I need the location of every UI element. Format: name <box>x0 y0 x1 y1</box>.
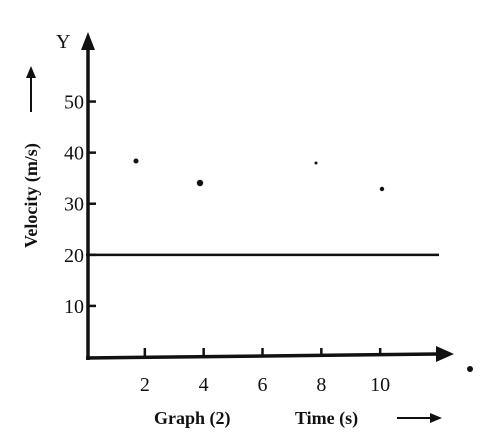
y-axis-label: Velocity (m/s) <box>21 143 42 248</box>
x-axis-arrowhead <box>436 346 454 362</box>
graph-caption: Graph (2) <box>154 408 231 429</box>
x-tick-label: 10 <box>370 374 390 396</box>
x-axis-label: Time (s) <box>295 408 358 429</box>
scan-speck <box>196 179 204 187</box>
scan-speck <box>379 186 385 192</box>
y-axis-label-group: Velocity (m/s) <box>21 66 42 248</box>
x-tick-label: 6 <box>258 374 268 396</box>
scan-speck <box>467 366 473 372</box>
y-axis-label-arrowhead <box>26 66 36 78</box>
x-tick-label: 4 <box>199 374 209 396</box>
y-axis-letter: Y <box>56 31 70 53</box>
x-axis-label-arrowhead <box>430 413 442 423</box>
y-tick-label: 10 <box>64 296 84 318</box>
scan-speck <box>314 161 318 165</box>
y-tick-label: 40 <box>64 143 84 165</box>
x-tick-group: 2 4 6 8 10 <box>140 348 390 396</box>
y-tick-label: 20 <box>64 245 84 267</box>
x-tick-label: 8 <box>316 374 326 396</box>
scan-speck <box>133 158 139 164</box>
y-tick-label: 30 <box>64 194 84 216</box>
x-tick-label: 2 <box>140 374 150 396</box>
y-tick-label: 50 <box>64 92 84 114</box>
y-tick-group: 10 20 30 40 50 <box>64 92 96 318</box>
y-axis-arrowhead <box>81 32 95 50</box>
